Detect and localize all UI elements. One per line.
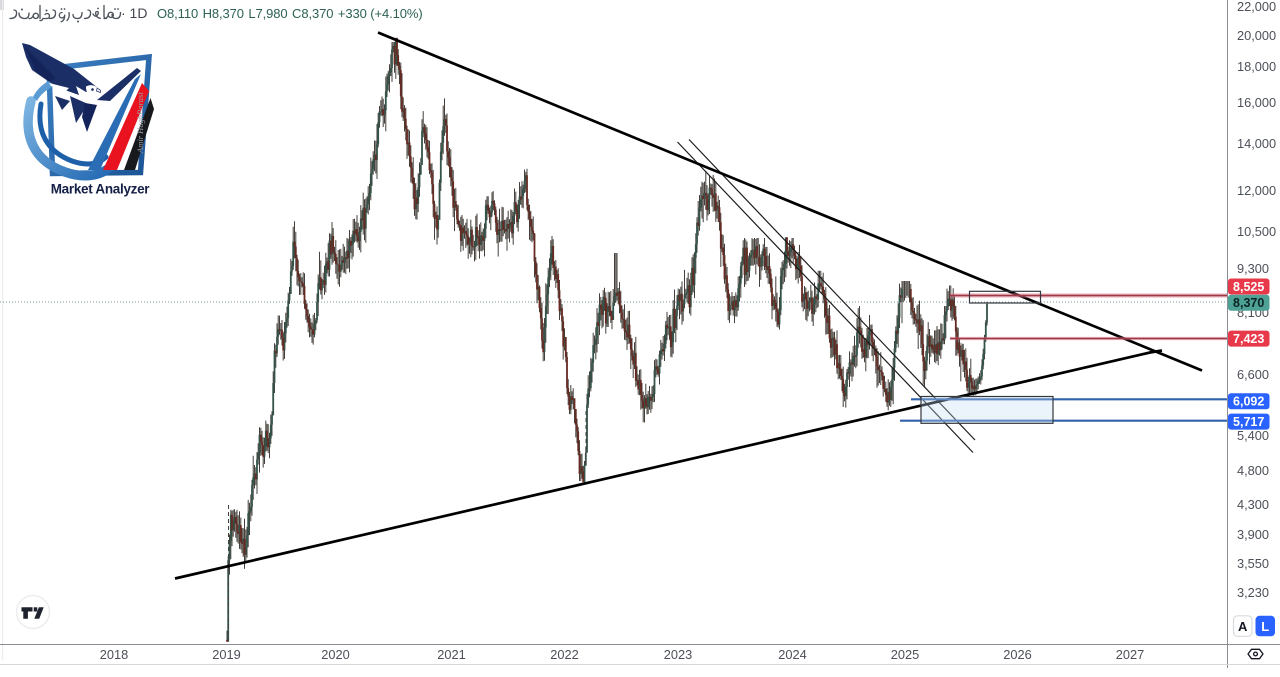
svg-text:22,000: 22,000 [1237, 0, 1276, 14]
svg-text:5,400: 5,400 [1237, 428, 1269, 443]
svg-text:16,000: 16,000 [1237, 95, 1276, 110]
svg-text:18,000: 18,000 [1237, 59, 1276, 74]
svg-text:7,423: 7,423 [1233, 332, 1264, 346]
svg-text:2020: 2020 [321, 647, 349, 662]
svg-text:8,370: 8,370 [1233, 296, 1264, 310]
svg-text:4,300: 4,300 [1237, 497, 1269, 512]
svg-text:Amir HughParast: Amir HughParast [135, 92, 145, 154]
svg-text:10,500: 10,500 [1237, 224, 1276, 239]
svg-text:2021: 2021 [437, 647, 465, 662]
svg-text:20,000: 20,000 [1237, 28, 1276, 43]
svg-text:6,092: 6,092 [1233, 395, 1264, 409]
svg-text:· 1D: · 1D [121, 5, 147, 21]
svg-text:2023: 2023 [664, 647, 692, 662]
svg-text:2022: 2022 [550, 647, 578, 662]
svg-text:6,600: 6,600 [1237, 367, 1269, 382]
svg-text:2024: 2024 [778, 647, 806, 662]
svg-text:2019: 2019 [212, 647, 240, 662]
svg-text:Market Analyzer: Market Analyzer [51, 182, 151, 197]
svg-text:L: L [1261, 619, 1269, 634]
svg-text:3,900: 3,900 [1237, 527, 1269, 542]
svg-text:5,717: 5,717 [1233, 415, 1264, 429]
svg-text:O8,110 H8,370 L7,980 C8,370: O8,110 H8,370 L7,980 C8,370 +330 (+4.10%… [157, 6, 423, 21]
svg-text:A: A [1238, 619, 1248, 634]
svg-text:3,550: 3,550 [1237, 556, 1269, 571]
svg-text:14,000: 14,000 [1237, 136, 1276, 151]
svg-text:2025: 2025 [891, 647, 919, 662]
svg-text:8,525: 8,525 [1233, 280, 1264, 294]
svg-text:3,230: 3,230 [1237, 585, 1269, 600]
svg-text:12,000: 12,000 [1237, 183, 1276, 198]
svg-text:2026: 2026 [1003, 647, 1031, 662]
svg-text:2018: 2018 [100, 647, 128, 662]
svg-text:2027: 2027 [1116, 647, 1144, 662]
svg-text:4,800: 4,800 [1237, 463, 1269, 478]
svg-text:9,300: 9,300 [1237, 261, 1269, 276]
